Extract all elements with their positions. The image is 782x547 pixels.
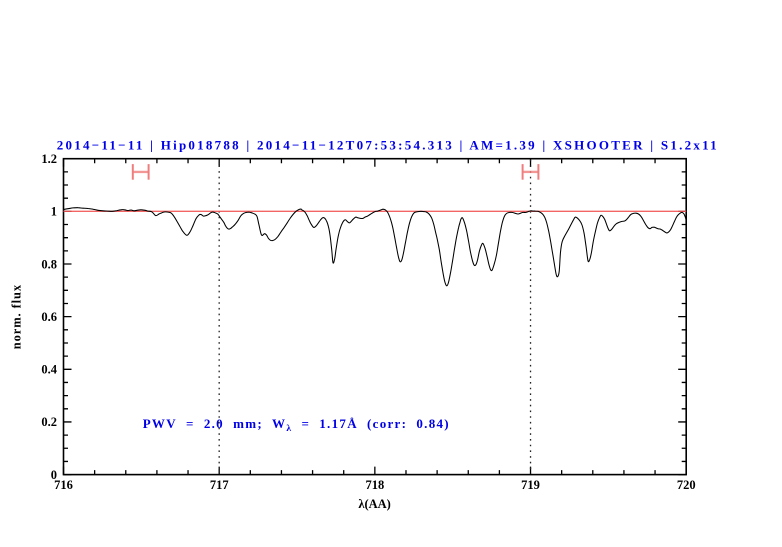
svg-text:716: 716: [54, 478, 73, 492]
svg-text:1: 1: [51, 205, 57, 219]
svg-text:norm. flux: norm. flux: [10, 284, 24, 349]
svg-text:2014−11−11 | Hip018788 | 2014−: 2014−11−11 | Hip018788 | 2014−11−12T07:5…: [57, 138, 719, 153]
svg-text:717: 717: [210, 478, 229, 492]
svg-text:0.4: 0.4: [41, 363, 57, 377]
svg-text:0.8: 0.8: [41, 257, 57, 271]
svg-text:719: 719: [521, 478, 540, 492]
svg-text:1.2: 1.2: [41, 152, 57, 166]
svg-text:λ(AA): λ(AA): [358, 497, 391, 511]
svg-text:PWV = 2.0 mm; Wλ = 1.17Å: PWV = 2.0 mm; Wλ = 1.17Å (corr: 0.84): [143, 416, 450, 434]
svg-text:0: 0: [51, 468, 57, 482]
svg-text:718: 718: [366, 478, 385, 492]
svg-text:720: 720: [677, 478, 696, 492]
svg-text:0.2: 0.2: [41, 415, 57, 429]
svg-text:0.6: 0.6: [41, 310, 57, 324]
